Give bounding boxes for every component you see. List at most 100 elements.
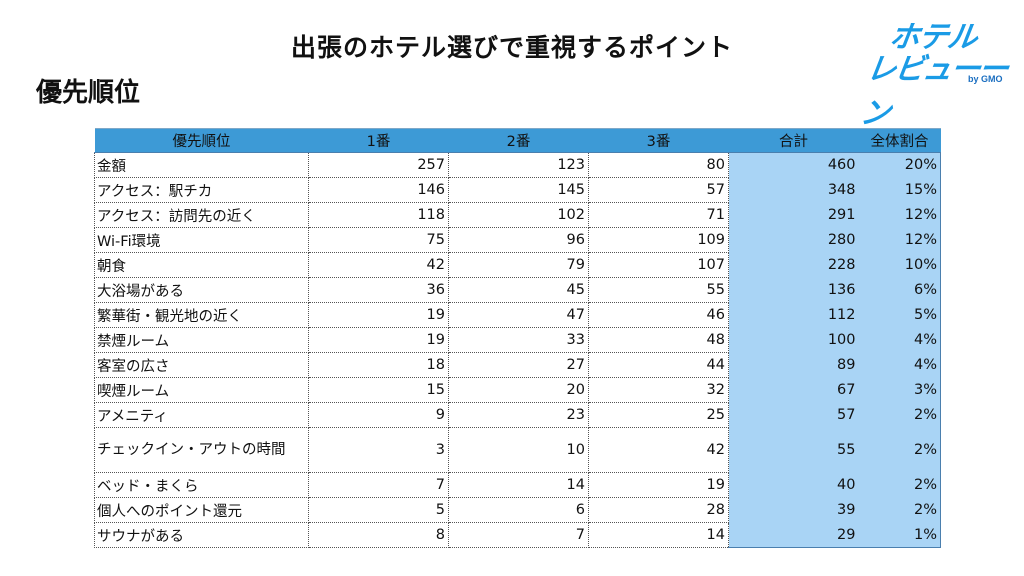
table-row: アクセス：駅チカ 146 145 57 348 15% — [94, 177, 941, 203]
cell-rank3: 42 — [588, 427, 729, 473]
cell-item: 繁華街・観光地の近く — [94, 302, 309, 328]
cell-rank1: 8 — [308, 522, 449, 548]
cell-item: 金額 — [94, 152, 309, 178]
cell-rank1: 7 — [308, 472, 449, 498]
cell-rank2: 7 — [448, 522, 589, 548]
page-title: 出張のホテル選びで重視するポイント — [290, 33, 733, 62]
cell-rank2: 27 — [448, 352, 589, 378]
table-row: 繁華街・観光地の近く 19 47 46 112 5% — [94, 302, 941, 328]
cell-total: 136 — [728, 277, 859, 303]
cell-item: ベッド・まくら — [94, 472, 309, 498]
header-rank3: 3番 — [588, 128, 729, 153]
cell-share: 10% — [858, 252, 941, 278]
cell-share: 5% — [858, 302, 941, 328]
section-subtitle: 優先順位 — [36, 78, 141, 108]
cell-rank2: 6 — [448, 497, 589, 523]
table-row: Wi-Fi環境 75 96 109 280 12% — [94, 227, 941, 253]
cell-rank3: 107 — [588, 252, 729, 278]
cell-rank2: 123 — [448, 152, 589, 178]
cell-total: 291 — [728, 202, 859, 228]
cell-rank2: 14 — [448, 472, 589, 498]
hotel-review-logo: ホテル レビューーン by GMO — [856, 10, 1016, 131]
header-rank2: 2番 — [448, 128, 589, 153]
cell-share: 4% — [858, 352, 941, 378]
cell-share: 15% — [858, 177, 941, 203]
cell-rank2: 20 — [448, 377, 589, 403]
cell-rank2: 47 — [448, 302, 589, 328]
cell-rank2: 45 — [448, 277, 589, 303]
priority-ranking-table: 優先順位 1番 2番 3番 合計 全体割合 金額 257 123 80 460 20% アク… — [94, 128, 941, 548]
table-row: 個人へのポイント還元 5 6 28 39 2% — [94, 497, 941, 523]
cell-rank1: 9 — [308, 402, 449, 428]
header-total: 合計 — [728, 128, 859, 153]
cell-total: 67 — [728, 377, 859, 403]
table-row: ベッド・まくら 7 14 19 40 2% — [94, 472, 941, 498]
cell-rank3: 19 — [588, 472, 729, 498]
cell-item: 個人へのポイント還元 — [94, 497, 309, 523]
cell-total: 57 — [728, 402, 859, 428]
cell-share: 2% — [858, 427, 941, 473]
cell-total: 100 — [728, 327, 859, 353]
cell-share: 12% — [858, 227, 941, 253]
table-body: 金額 257 123 80 460 20% アクセス：駅チカ 146 145 57 348 15% アク… — [94, 152, 941, 548]
table-row: チェックイン・アウトの時間 3 10 42 55 2% — [94, 427, 941, 473]
cell-item: アクセス：訪問先の近く — [94, 202, 309, 228]
cell-rank2: 145 — [448, 177, 589, 203]
cell-rank1: 19 — [308, 327, 449, 353]
cell-share: 4% — [858, 327, 941, 353]
table-row: サウナがある 8 7 14 29 1% — [94, 522, 941, 548]
table-row: アクセス：訪問先の近く 118 102 71 291 12% — [94, 202, 941, 228]
cell-item: 朝食 — [94, 252, 309, 278]
cell-rank1: 118 — [308, 202, 449, 228]
header-item: 優先順位 — [94, 128, 309, 153]
cell-rank3: 71 — [588, 202, 729, 228]
cell-item: 禁煙ルーム — [94, 327, 309, 353]
table-row: アメニティ 9 23 25 57 2% — [94, 402, 941, 428]
table-row: 喫煙ルーム 15 20 32 67 3% — [94, 377, 941, 403]
cell-item: 喫煙ルーム — [94, 377, 309, 403]
cell-rank2: 79 — [448, 252, 589, 278]
cell-rank3: 109 — [588, 227, 729, 253]
cell-share: 3% — [858, 377, 941, 403]
cell-total: 55 — [728, 427, 859, 473]
cell-share: 1% — [858, 522, 941, 548]
table-row: 朝食 42 79 107 228 10% — [94, 252, 941, 278]
cell-share: 2% — [858, 472, 941, 498]
cell-rank1: 18 — [308, 352, 449, 378]
cell-total: 89 — [728, 352, 859, 378]
cell-item: アメニティ — [94, 402, 309, 428]
cell-rank3: 32 — [588, 377, 729, 403]
cell-total: 280 — [728, 227, 859, 253]
cell-share: 20% — [858, 152, 941, 178]
cell-item: サウナがある — [94, 522, 309, 548]
cell-total: 112 — [728, 302, 859, 328]
cell-rank2: 96 — [448, 227, 589, 253]
cell-share: 6% — [858, 277, 941, 303]
cell-item: チェックイン・アウトの時間 — [94, 427, 309, 473]
cell-item: Wi-Fi環境 — [94, 227, 309, 253]
cell-total: 39 — [728, 497, 859, 523]
cell-rank3: 44 — [588, 352, 729, 378]
cell-rank3: 28 — [588, 497, 729, 523]
table-row: 禁煙ルーム 19 33 48 100 4% — [94, 327, 941, 353]
cell-item: 大浴場がある — [94, 277, 309, 303]
cell-rank3: 80 — [588, 152, 729, 178]
cell-rank1: 36 — [308, 277, 449, 303]
cell-total: 228 — [728, 252, 859, 278]
cell-total: 348 — [728, 177, 859, 203]
table-row: 金額 257 123 80 460 20% — [94, 152, 941, 178]
cell-item: アクセス：駅チカ — [94, 177, 309, 203]
logo-text-line2: レビューーン — [857, 52, 1010, 131]
cell-rank3: 46 — [588, 302, 729, 328]
cell-total: 460 — [728, 152, 859, 178]
cell-rank1: 257 — [308, 152, 449, 178]
cell-rank2: 10 — [448, 427, 589, 473]
cell-rank3: 14 — [588, 522, 729, 548]
cell-rank2: 23 — [448, 402, 589, 428]
cell-rank1: 19 — [308, 302, 449, 328]
cell-rank2: 102 — [448, 202, 589, 228]
cell-rank1: 5 — [308, 497, 449, 523]
cell-rank2: 33 — [448, 327, 589, 353]
cell-rank3: 55 — [588, 277, 729, 303]
cell-share: 12% — [858, 202, 941, 228]
